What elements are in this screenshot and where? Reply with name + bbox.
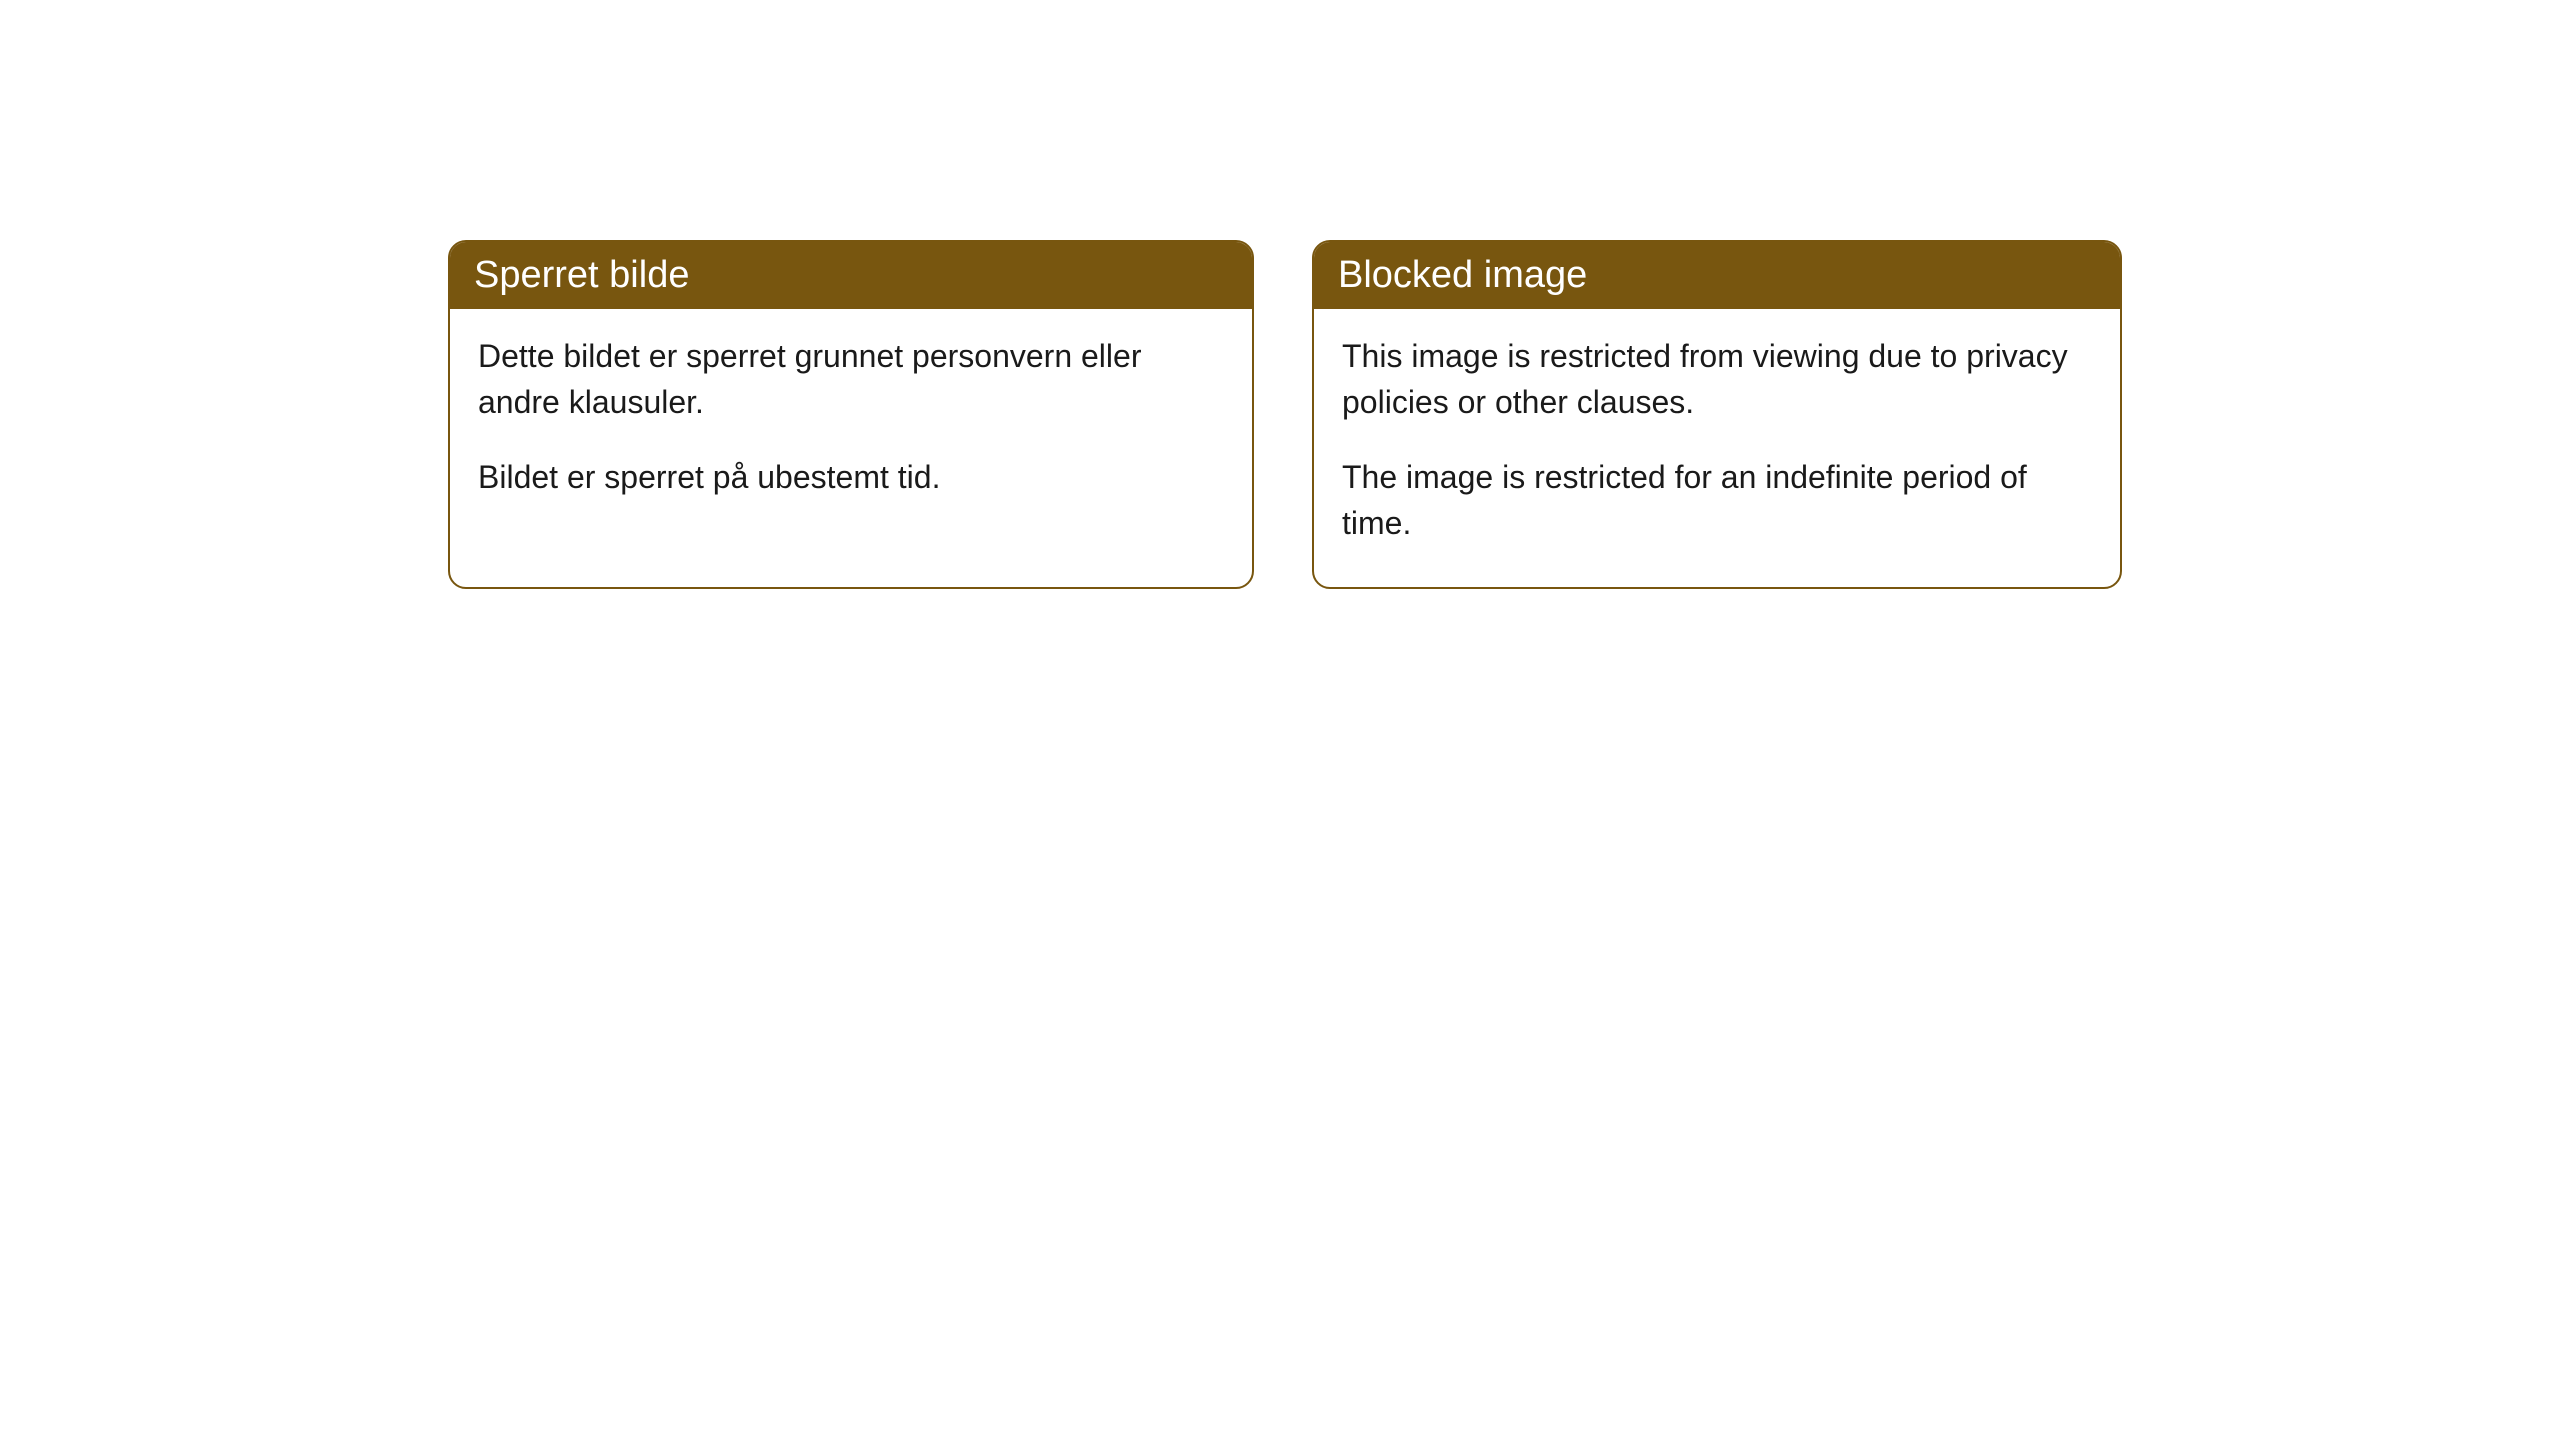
blocked-image-card-english: Blocked image This image is restricted f… (1312, 240, 2122, 589)
card-paragraph-1-english: This image is restricted from viewing du… (1342, 333, 2092, 426)
card-body-english: This image is restricted from viewing du… (1314, 309, 2120, 587)
card-body-norwegian: Dette bildet er sperret grunnet personve… (450, 309, 1252, 540)
card-paragraph-2-english: The image is restricted for an indefinit… (1342, 454, 2092, 547)
cards-container: Sperret bilde Dette bildet er sperret gr… (0, 0, 2560, 589)
card-title-norwegian: Sperret bilde (450, 242, 1252, 309)
card-paragraph-1-norwegian: Dette bildet er sperret grunnet personve… (478, 333, 1224, 426)
card-title-english: Blocked image (1314, 242, 2120, 309)
card-paragraph-2-norwegian: Bildet er sperret på ubestemt tid. (478, 454, 1224, 500)
blocked-image-card-norwegian: Sperret bilde Dette bildet er sperret gr… (448, 240, 1254, 589)
